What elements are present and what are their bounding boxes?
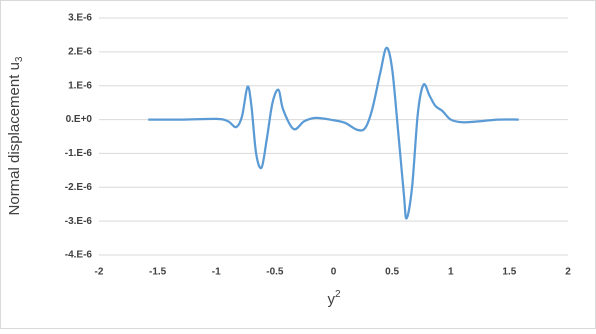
x-tick-label: -1.5 xyxy=(149,267,167,278)
y-tick-label: 1.E-6 xyxy=(68,80,92,91)
x-tick-label: 0 xyxy=(331,267,337,278)
y-tick-label: 2.E-6 xyxy=(68,46,92,57)
y-axis-title-text: Normal displacement u xyxy=(6,62,23,215)
x-axis-title-superscript: 2 xyxy=(335,289,341,300)
y-tick-label: -4.E-6 xyxy=(65,250,93,261)
x-tick-label: 2 xyxy=(565,267,571,278)
y-tick-label: -1.E-6 xyxy=(65,148,93,159)
y-tick-label: 0.E+0 xyxy=(66,114,93,125)
data-line xyxy=(148,46,519,220)
x-axis-title-text: y xyxy=(327,291,335,308)
y-axis-title-subscript: 3 xyxy=(14,56,25,62)
x-axis-title: y2 xyxy=(327,289,341,308)
x-tick-label: 0.5 xyxy=(385,267,399,278)
y-tick-label: 3.E-6 xyxy=(68,13,92,24)
y-tick-label: -2.E-6 xyxy=(65,182,93,193)
y-axis-title: Normal displacement u3 xyxy=(6,56,25,215)
x-tick-label: -0.5 xyxy=(266,267,284,278)
x-tick-label: -1 xyxy=(212,267,221,278)
x-tick-label: -2 xyxy=(95,267,104,278)
y-tick-label: -3.E-6 xyxy=(65,216,93,227)
x-tick-label: 1.5 xyxy=(502,267,516,278)
x-tick-label: 1 xyxy=(448,267,454,278)
